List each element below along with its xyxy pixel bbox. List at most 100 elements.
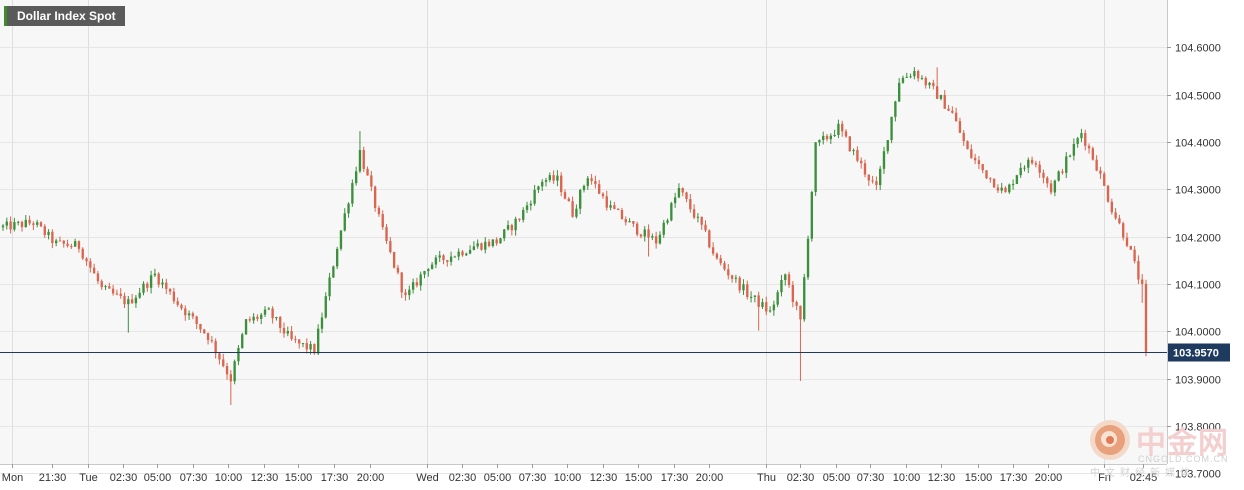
candle-body [377,207,381,215]
candle-body [920,77,924,79]
candle-body [13,222,16,230]
candle-body [579,189,582,209]
y-gridlines [0,47,1167,474]
candle-body [286,331,289,334]
candle-body [841,123,844,132]
candle-body [586,178,589,186]
candle-body [875,181,878,186]
candle-body [772,304,776,311]
candle-body [692,209,696,218]
candle-body [35,222,39,225]
candle-body [92,267,96,274]
cngold-logo-icon [1090,420,1130,460]
candle-body [484,241,487,250]
candle-body [241,334,244,348]
candle-body [1038,164,1041,173]
candle-body [673,197,677,204]
candle-body [1137,261,1140,280]
candle-body [115,293,119,295]
candle-body [932,82,935,87]
candle-body [913,71,916,77]
candle-body [17,221,20,223]
y-tick-label: 103.9000 [1175,375,1221,387]
candle-body [123,295,126,305]
candle-body [233,361,236,382]
candle-body [449,256,453,262]
candle-body [799,305,802,320]
candle-body [313,344,316,354]
candle-body [195,316,198,324]
candle-body [503,229,506,239]
candle-body [362,150,365,169]
candle-body [66,243,69,247]
candle-body [977,160,981,165]
candle-body [795,302,798,306]
candle-body [879,168,882,186]
candle-body [943,95,946,109]
candle-body [1,225,5,228]
x-tick-label: 21:30 [39,472,67,484]
candle-body [780,279,783,293]
candle-body [457,251,460,257]
candle-body [237,347,240,362]
candle-body [130,299,134,304]
candle-body [544,180,548,182]
candle-body [746,284,749,297]
candle-body [5,221,8,226]
x-tick-label: Thu [757,472,776,484]
candle-body [1061,171,1064,173]
candle-body [1129,245,1132,250]
x-tick-label: 05:00 [484,472,512,484]
candle-body [935,86,939,99]
candle-body [814,142,817,192]
candle-body [39,222,43,227]
x-tick-label: 15:00 [965,472,993,484]
candle-body [951,110,954,113]
candle-body [199,323,202,330]
candle-body [689,198,692,210]
candle-body [392,251,396,268]
candle-body [848,136,851,152]
candle-body [1125,237,1129,246]
candle-body [271,308,274,319]
candle-body [776,292,779,305]
candle-body [438,255,441,258]
candle-body [810,191,814,239]
candle-body [616,208,620,211]
candle-body [506,225,510,230]
candle-body [370,175,373,187]
candle-body [632,221,635,224]
candle-body [704,224,707,231]
candle-body [408,289,411,296]
candle-body [305,343,308,350]
x-tick-label: 02:30 [110,472,138,484]
candle-body [894,101,897,117]
candle-body [453,256,457,258]
candle-body [1053,180,1057,193]
candle-body [396,267,400,273]
candle-body [58,240,62,242]
candle-body [916,71,920,79]
candle-body [541,181,544,187]
candle-body [1095,159,1098,171]
candle-body [882,151,886,169]
candle-body [43,226,46,236]
candle-body [601,193,605,197]
candle-body [157,273,160,285]
candle-body [768,310,772,312]
candle-body [989,178,992,180]
candle-body [427,269,430,272]
candle-body [962,132,965,142]
candle-body [567,198,570,202]
candle-body [749,296,753,298]
candle-body [100,281,103,288]
candle-body [734,277,738,279]
candle-body [1034,163,1038,165]
candle-body [62,240,65,244]
candle-body [134,297,138,304]
candle-body [1114,212,1117,219]
candle-body [248,319,252,321]
candle-body [639,234,643,237]
x-tick-label: 12:30 [251,472,279,484]
candle-body [142,283,145,293]
